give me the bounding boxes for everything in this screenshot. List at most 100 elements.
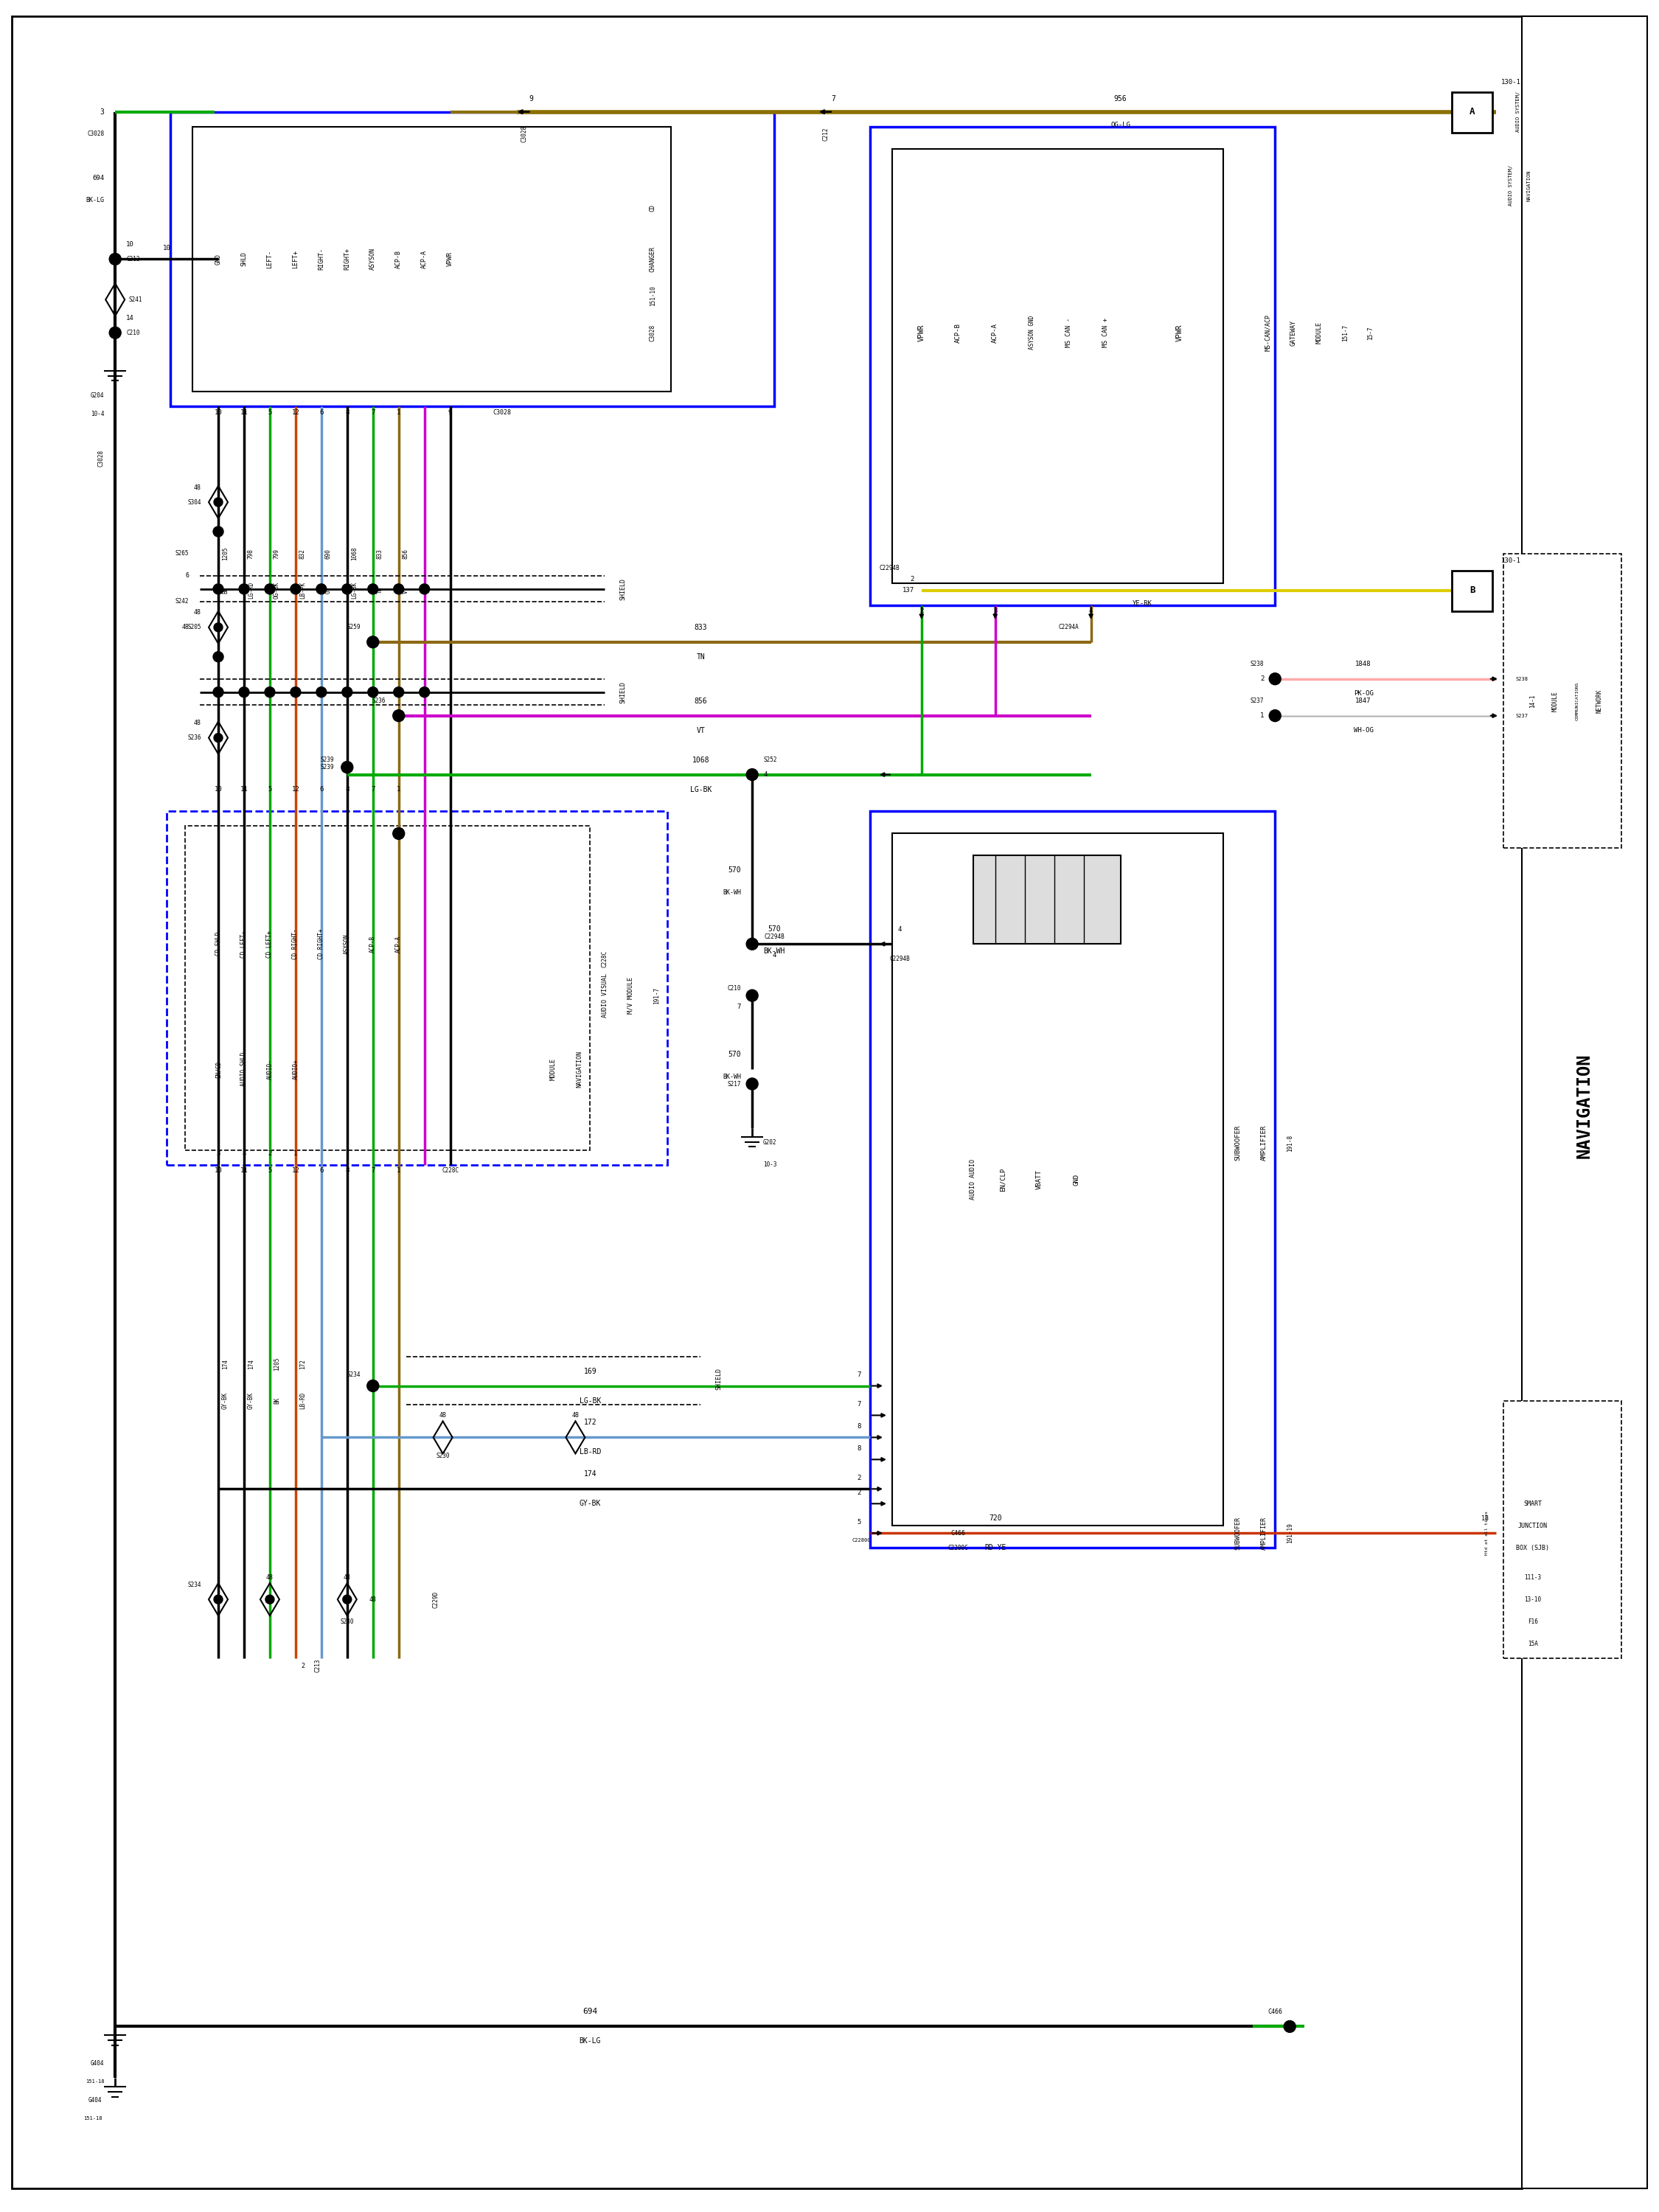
Text: 1848: 1848 <box>1355 661 1372 668</box>
Text: BK-WH: BK-WH <box>763 947 785 956</box>
Text: LB-RD: LB-RD <box>299 1391 305 1409</box>
Circle shape <box>393 584 403 595</box>
Text: 2: 2 <box>919 608 924 615</box>
Circle shape <box>367 1380 378 1391</box>
Text: BK: BK <box>222 586 229 593</box>
Circle shape <box>342 688 352 697</box>
Text: SHIELD: SHIELD <box>619 681 625 703</box>
Text: S239: S239 <box>320 763 333 770</box>
FancyBboxPatch shape <box>1452 571 1493 611</box>
Circle shape <box>1269 710 1281 721</box>
Text: 1205: 1205 <box>274 1356 280 1371</box>
Text: BOX (SJB): BOX (SJB) <box>1516 1544 1550 1551</box>
Text: S234: S234 <box>347 1371 360 1378</box>
Circle shape <box>420 688 430 697</box>
Text: 833: 833 <box>693 624 707 630</box>
Text: LG-BK: LG-BK <box>690 785 712 794</box>
Text: BK-LG: BK-LG <box>579 2037 601 2044</box>
Text: EN/CLP: EN/CLP <box>999 1168 1005 1192</box>
Text: TN: TN <box>697 653 705 661</box>
Text: GATEWAY: GATEWAY <box>1291 321 1297 345</box>
FancyBboxPatch shape <box>192 126 672 392</box>
Text: 1: 1 <box>397 1168 401 1175</box>
Circle shape <box>420 584 430 595</box>
Text: 8: 8 <box>858 1422 861 1429</box>
Text: 10-4: 10-4 <box>91 411 105 418</box>
FancyBboxPatch shape <box>869 812 1276 1548</box>
Text: 111-3: 111-3 <box>1525 1575 1541 1582</box>
Text: S241: S241 <box>128 296 143 303</box>
Text: C212: C212 <box>126 257 139 263</box>
Text: AUDIO SYSTEM/: AUDIO SYSTEM/ <box>1508 166 1513 206</box>
Text: AUDIO SYSTEM/: AUDIO SYSTEM/ <box>1516 91 1520 133</box>
Text: 4: 4 <box>898 927 901 933</box>
Text: 694: 694 <box>93 175 105 181</box>
Text: 137: 137 <box>902 586 914 593</box>
Text: 48: 48 <box>181 624 189 630</box>
Text: AUDIO AUDIO: AUDIO AUDIO <box>971 1159 977 1199</box>
Circle shape <box>317 584 327 595</box>
Circle shape <box>342 761 353 774</box>
Text: C3028: C3028 <box>521 126 528 142</box>
Circle shape <box>1269 672 1281 686</box>
Text: C229D: C229D <box>433 1590 440 1608</box>
Text: BK-WH: BK-WH <box>723 889 742 896</box>
Circle shape <box>265 1595 274 1604</box>
Text: 7: 7 <box>372 785 375 792</box>
Text: 720: 720 <box>989 1515 1002 1522</box>
Text: GY-BK: GY-BK <box>247 1391 254 1409</box>
Text: S236: S236 <box>187 734 201 741</box>
Text: 6: 6 <box>186 573 189 580</box>
Text: NAVIGATION: NAVIGATION <box>1526 170 1531 201</box>
Circle shape <box>212 653 224 661</box>
Text: 9: 9 <box>529 95 534 102</box>
FancyBboxPatch shape <box>1521 15 1647 2188</box>
Text: 151-10: 151-10 <box>649 285 655 305</box>
FancyBboxPatch shape <box>1503 553 1621 847</box>
Circle shape <box>109 252 121 265</box>
Text: 833: 833 <box>377 549 383 560</box>
Text: 11: 11 <box>241 785 247 792</box>
Circle shape <box>214 624 222 633</box>
Text: GY-BK: GY-BK <box>222 1391 229 1409</box>
Text: SHLD: SHLD <box>241 252 247 265</box>
Text: 3: 3 <box>994 608 997 615</box>
Text: ASYSON: ASYSON <box>343 933 350 953</box>
Text: AUDIO VISUAL: AUDIO VISUAL <box>602 973 609 1018</box>
Text: C2294B: C2294B <box>765 933 785 940</box>
Text: 12: 12 <box>292 409 300 416</box>
Text: VPWR: VPWR <box>446 252 453 265</box>
Circle shape <box>367 637 378 648</box>
Text: 799: 799 <box>274 549 280 560</box>
Text: 7: 7 <box>737 1004 742 1011</box>
Text: CHANGER: CHANGER <box>649 246 655 272</box>
Text: 191-8: 191-8 <box>1286 1135 1292 1152</box>
Text: SHIELD: SHIELD <box>619 577 625 599</box>
Text: 832: 832 <box>299 549 305 560</box>
Text: 13: 13 <box>1481 1515 1488 1522</box>
Circle shape <box>109 327 121 338</box>
Text: 8: 8 <box>345 785 348 792</box>
Text: C2294B: C2294B <box>889 956 909 962</box>
Text: 5: 5 <box>267 1168 272 1175</box>
Text: C210: C210 <box>126 330 139 336</box>
Text: G404: G404 <box>91 2059 105 2066</box>
FancyBboxPatch shape <box>869 126 1276 606</box>
Circle shape <box>747 770 758 781</box>
Text: RIGHT-: RIGHT- <box>319 248 325 270</box>
Text: 14: 14 <box>126 314 134 321</box>
Text: MODULE: MODULE <box>1316 321 1322 343</box>
Text: ASYSON GND: ASYSON GND <box>1029 316 1035 349</box>
Text: 11: 11 <box>241 1168 247 1175</box>
Text: 8: 8 <box>345 1168 348 1175</box>
Text: 172: 172 <box>584 1418 597 1427</box>
FancyBboxPatch shape <box>893 148 1223 584</box>
Text: S252: S252 <box>763 757 776 763</box>
Text: ACP-A: ACP-A <box>992 323 999 343</box>
Circle shape <box>368 584 378 595</box>
Text: 1: 1 <box>397 785 401 792</box>
Text: C2280C: C2280C <box>949 1544 969 1551</box>
Text: CD RIGHT-: CD RIGHT- <box>292 929 299 960</box>
Text: S230: S230 <box>340 1619 353 1626</box>
Text: 2: 2 <box>911 575 914 582</box>
